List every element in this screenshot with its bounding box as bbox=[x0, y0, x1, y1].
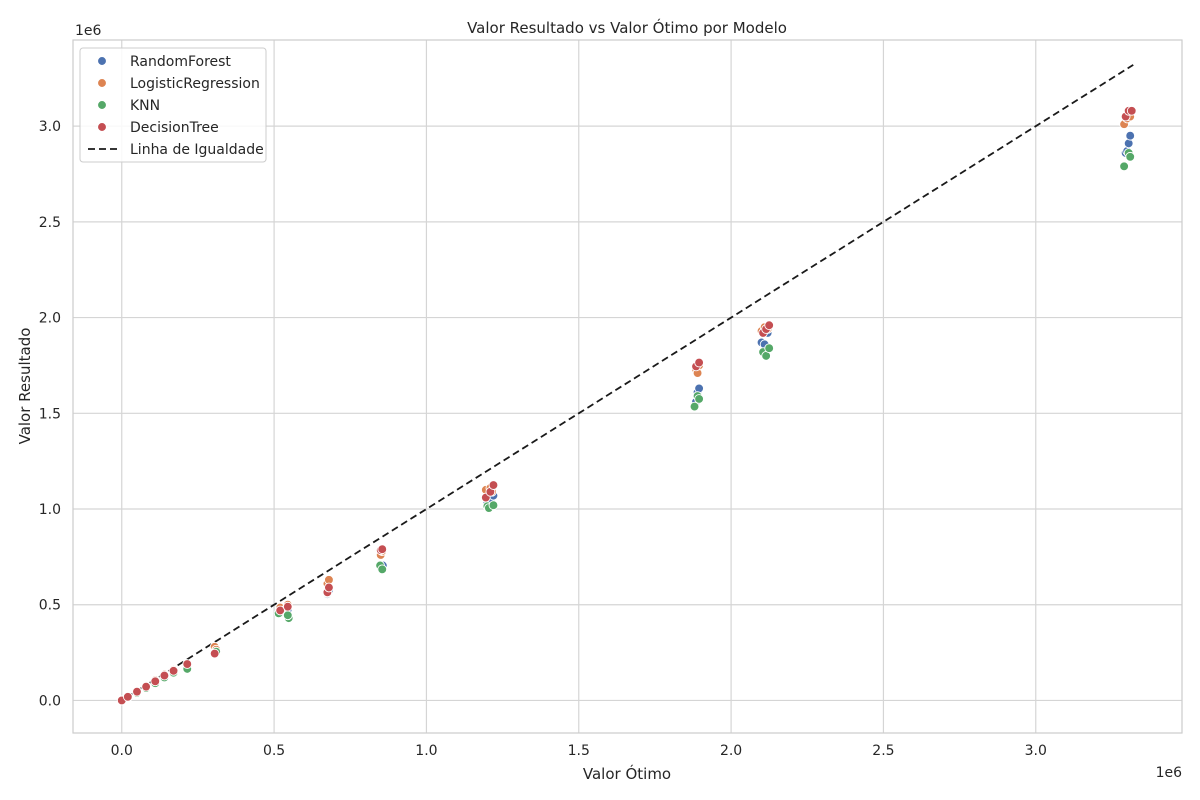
reference-line-layer bbox=[121, 64, 1134, 702]
legend-marker bbox=[97, 100, 107, 110]
y-tick-label: 1.5 bbox=[39, 406, 61, 422]
y-axis-ticks: 0.0 0.5 1.0 1.5 2.0 2.5 3.0 bbox=[39, 119, 61, 709]
x-tick-label: 2.0 bbox=[720, 743, 742, 759]
data-point bbox=[1119, 161, 1129, 172]
data-point bbox=[1126, 105, 1137, 116]
legend: RandomForest LogisticRegression KNN Decisio… bbox=[79, 47, 267, 163]
data-point bbox=[282, 601, 293, 612]
y-tick-label: 2.5 bbox=[39, 215, 61, 231]
legend-marker bbox=[97, 78, 107, 88]
x-tick-label: 1.0 bbox=[415, 743, 437, 759]
legend-label: DecisionTree bbox=[130, 120, 219, 136]
data-point bbox=[764, 320, 775, 331]
equality-line bbox=[121, 64, 1134, 702]
data-point bbox=[141, 681, 151, 692]
data-point bbox=[132, 686, 142, 697]
data-point bbox=[324, 582, 334, 593]
legend-items: RandomForest LogisticRegression KNN Decisio… bbox=[88, 54, 264, 158]
series-decisiontree bbox=[116, 105, 1137, 706]
y-offset-label: 1e6 bbox=[75, 23, 102, 39]
y-axis-label: Valor Resultado bbox=[16, 328, 34, 445]
x-axis-label: Valor Ótimo bbox=[583, 764, 671, 783]
data-point bbox=[150, 676, 161, 687]
x-axis-ticks: 0.0 0.5 1.0 1.5 2.0 2.5 3.0 bbox=[111, 743, 1047, 759]
data-point bbox=[209, 648, 220, 659]
x-tick-label: 2.5 bbox=[872, 743, 894, 759]
data-point bbox=[689, 401, 700, 412]
data-point bbox=[377, 564, 388, 575]
data-point bbox=[764, 343, 775, 354]
legend-box bbox=[79, 47, 267, 163]
data-point bbox=[122, 691, 133, 702]
points-layer bbox=[116, 105, 1137, 706]
y-tick-label: 0.0 bbox=[39, 693, 61, 709]
y-tick-label: 0.5 bbox=[39, 598, 61, 614]
legend-label: RandomForest bbox=[130, 54, 231, 70]
data-point bbox=[168, 665, 179, 676]
x-tick-label: 3.0 bbox=[1025, 743, 1047, 759]
legend-label: Linha de Igualdade bbox=[130, 142, 264, 158]
legend-marker bbox=[97, 56, 107, 66]
data-point bbox=[694, 394, 704, 404]
data-point bbox=[488, 480, 499, 490]
legend-label: LogisticRegression bbox=[130, 76, 260, 92]
data-point bbox=[1125, 130, 1136, 141]
data-point bbox=[488, 500, 499, 511]
data-point bbox=[159, 670, 170, 681]
x-tick-label: 0.5 bbox=[263, 743, 285, 759]
y-tick-label: 1.0 bbox=[39, 502, 61, 518]
data-point bbox=[694, 357, 704, 368]
data-point bbox=[182, 659, 193, 669]
data-point bbox=[1125, 151, 1136, 162]
x-tick-label: 0.0 bbox=[111, 743, 133, 759]
legend-label: KNN bbox=[130, 98, 160, 114]
legend-marker bbox=[97, 122, 107, 132]
chart-title: Valor Resultado vs Valor Ótimo por Model… bbox=[467, 18, 787, 37]
x-tick-label: 1.5 bbox=[568, 743, 590, 759]
y-tick-label: 2.0 bbox=[39, 311, 61, 327]
y-tick-label: 3.0 bbox=[39, 119, 61, 135]
x-offset-label: 1e6 bbox=[1156, 765, 1183, 781]
plot-frame bbox=[72, 39, 1183, 734]
data-point bbox=[275, 605, 286, 616]
grid bbox=[73, 40, 1182, 733]
data-point bbox=[377, 544, 388, 555]
